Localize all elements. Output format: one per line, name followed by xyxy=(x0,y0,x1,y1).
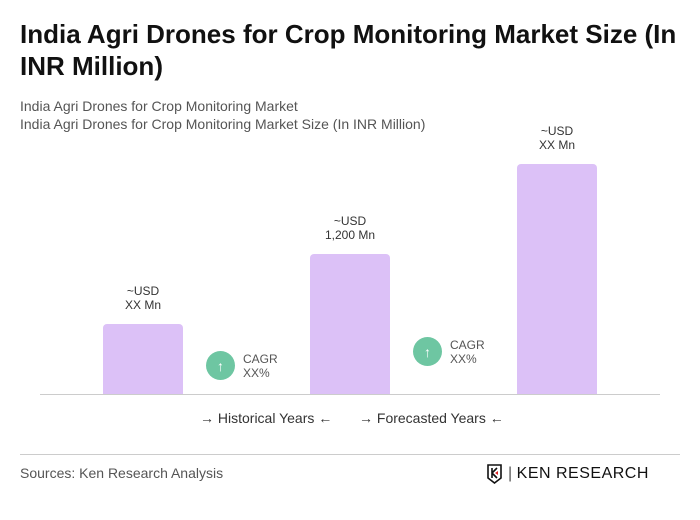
legend-forecasted: → Forecasted Years ← xyxy=(359,410,504,426)
cagr-value: XX% xyxy=(450,351,477,366)
legend-label: Forecasted Years xyxy=(376,410,486,426)
x-axis xyxy=(40,394,660,395)
cagr-value: XX% xyxy=(243,365,270,380)
source-text: Sources: Ken Research Analysis xyxy=(20,465,224,481)
bar xyxy=(517,164,597,394)
cagr-badge-2: ↑ CAGR XX% xyxy=(413,337,485,366)
data-label: ~USD 1,200 Mn xyxy=(324,214,376,242)
logo-text: KEN RESEARCH xyxy=(516,465,649,482)
logo-icon xyxy=(487,464,502,484)
cagr-label: CAGR xyxy=(243,351,278,366)
arrow-up-icon: ↑ xyxy=(206,351,235,380)
legend-label: Historical Years xyxy=(217,410,315,426)
chart-subtitle: India Agri Drones for Crop Monitoring Ma… xyxy=(20,98,298,114)
ken-research-logo: | KEN RESEARCH xyxy=(486,464,649,484)
chart-title: India Agri Drones for Crop Monitoring Ma… xyxy=(20,19,677,81)
arrow-up-icon: ↑ xyxy=(413,337,442,366)
cagr-label: CAGR xyxy=(450,337,485,352)
divider xyxy=(20,454,680,455)
chart-subtitle-2: India Agri Drones for Crop Monitoring Ma… xyxy=(20,116,426,132)
data-label: ~USD XX Mn xyxy=(124,284,161,312)
cagr-badge-1: ↑ CAGR XX% xyxy=(206,351,278,380)
legend-historical: → Historical Years ← xyxy=(200,410,333,426)
data-label: ~USD XX Mn xyxy=(538,124,575,153)
bar xyxy=(310,254,390,394)
bar xyxy=(103,324,183,394)
